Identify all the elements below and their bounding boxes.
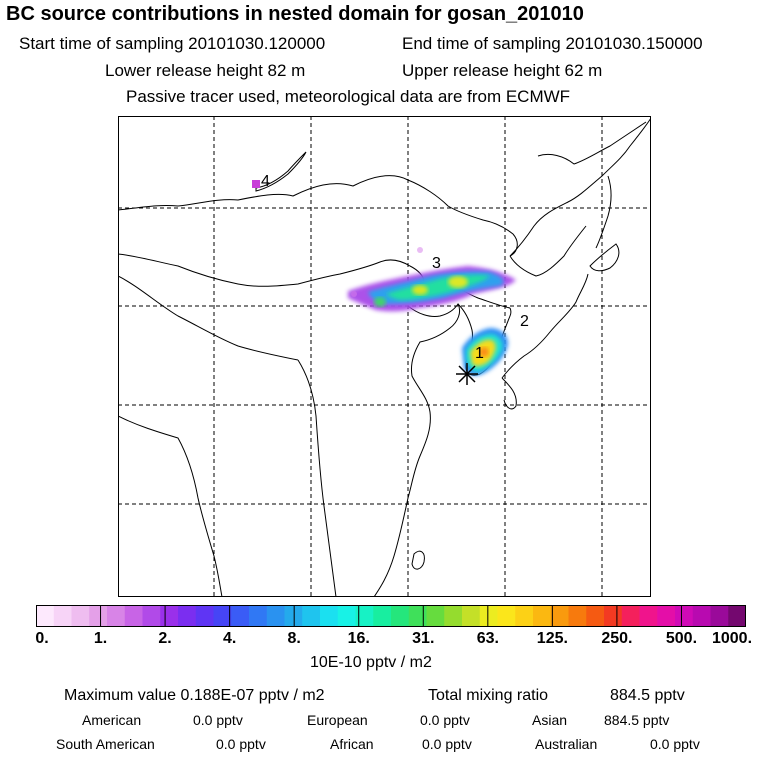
color-bar-swatch <box>124 605 143 627</box>
color-bar-swatch <box>266 605 285 627</box>
color-bar-swatch <box>533 605 552 627</box>
african-label: African <box>330 736 374 752</box>
american-label: American <box>82 712 142 728</box>
color-bar-swatch <box>515 605 534 627</box>
color-bar-swatch <box>568 605 587 627</box>
color-bar-swatch <box>550 605 569 627</box>
color-bar-swatch <box>107 605 126 627</box>
color-bar-swatch <box>178 605 197 627</box>
color-bar-swatch <box>444 605 463 627</box>
color-bar-swatch <box>692 605 711 627</box>
color-bar-swatch <box>479 605 498 627</box>
color-bar-swatch <box>675 605 694 627</box>
color-bar-swatch <box>320 605 339 627</box>
color-bar-swatch <box>195 605 214 627</box>
color-bar-swatch <box>36 605 55 627</box>
color-bar-swatch <box>373 605 392 627</box>
color-bar-tick-label: 0. <box>35 630 49 647</box>
color-bar-swatch <box>657 605 676 627</box>
maximum-value: Maximum value 0.188E-07 pptv / m2 <box>64 687 325 704</box>
end-time: End time of sampling 20101030.150000 <box>402 34 703 53</box>
source-label-3: 3 <box>432 255 441 272</box>
color-bar-swatch <box>160 605 179 627</box>
color-bar-swatch <box>355 605 374 627</box>
plot-title: BC source contributions in nested domain… <box>6 3 584 25</box>
color-bar-swatch <box>231 605 250 627</box>
south-american-label: South American <box>56 736 155 752</box>
total-mixing-value: 884.5 pptv <box>610 687 685 704</box>
european-label: European <box>307 712 368 728</box>
color-bar-swatch <box>213 605 232 627</box>
plume-4 <box>252 180 260 188</box>
color-bar-tick-label: 125. <box>536 630 568 647</box>
color-bar-tick-label: 2. <box>158 630 172 647</box>
color-bar-swatch <box>462 605 481 627</box>
total-mixing-label: Total mixing ratio <box>428 687 549 704</box>
color-bar-tick-label: 250. <box>601 630 633 647</box>
color-bar-swatch <box>142 605 161 627</box>
plume-3-core <box>412 285 428 295</box>
asian-label: Asian <box>532 712 568 728</box>
color-bar-swatch <box>284 605 303 627</box>
color-bar-swatch <box>71 605 90 627</box>
plume-1 <box>462 328 508 376</box>
model-note: Passive tracer used, meteorological data… <box>126 87 571 106</box>
color-bar-swatch <box>249 605 268 627</box>
color-bar-swatch <box>426 605 445 627</box>
color-bar-tick-label: 8. <box>287 630 301 647</box>
color-bar-tick-label: 16. <box>347 630 370 647</box>
color-bar-swatch <box>53 605 72 627</box>
map-frame <box>118 116 651 597</box>
source-label-2: 2 <box>520 313 529 330</box>
color-bar-swatch <box>586 605 605 627</box>
color-bar-swatch <box>497 605 516 627</box>
map-panel: 1 2 3 4 <box>118 116 651 597</box>
australian-label: Australian <box>535 736 598 752</box>
color-bar-swatch <box>391 605 410 627</box>
color-bar-tick-label: 4. <box>222 630 237 647</box>
color-bar <box>36 605 746 627</box>
color-bar-swatch <box>89 605 108 627</box>
color-bar-tick-label: 1. <box>93 630 108 647</box>
color-bar-swatch <box>604 605 623 627</box>
lower-release-height: Lower release height 82 m <box>105 61 306 80</box>
plume-3 <box>348 247 516 312</box>
upper-release-height: Upper release height 62 m <box>402 61 603 80</box>
color-bar-swatch <box>621 605 640 627</box>
australian-value: 0.0 pptv <box>650 736 700 752</box>
color-bar-tick-label: 63. <box>476 630 499 647</box>
color-bar-tick-label: 500. <box>665 630 698 647</box>
european-value: 0.0 pptv <box>420 712 470 728</box>
african-value: 0.0 pptv <box>422 736 472 752</box>
asterisk-marker <box>456 363 478 385</box>
american-value: 0.0 pptv <box>193 712 243 728</box>
color-bar-swatch <box>728 605 746 627</box>
color-bar-swatch <box>337 605 356 627</box>
color-bar-units: 10E-10 pptv / m2 <box>310 654 432 671</box>
asian-value: 884.5 pptv <box>604 712 670 728</box>
color-bar-frame <box>36 605 746 627</box>
color-bar-swatch <box>639 605 658 627</box>
source-label-1: 1 <box>475 345 484 362</box>
color-bar-tick-label: 1000. <box>711 630 753 647</box>
source-label-4: 4 <box>261 173 270 190</box>
south-american-value: 0.0 pptv <box>216 736 266 752</box>
color-bar-swatch <box>302 605 321 627</box>
color-bar-swatch <box>710 605 729 627</box>
color-bar-swatch <box>408 605 427 627</box>
color-bar-tick-label: 31. <box>412 630 435 647</box>
start-time: Start time of sampling 20101030.120000 <box>19 34 326 53</box>
